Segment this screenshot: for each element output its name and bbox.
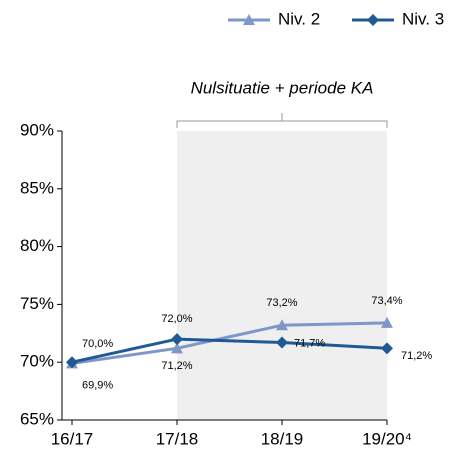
legend-label: Niv. 2: [278, 9, 320, 28]
y-tick-label: 65%: [20, 409, 54, 428]
y-tick-label: 75%: [20, 294, 54, 313]
data-label: 69,9%: [82, 379, 113, 391]
point-marker: [276, 319, 288, 331]
legend-marker: [367, 14, 379, 26]
point-marker: [381, 342, 393, 355]
x-tick-label: 17/18: [156, 429, 199, 448]
period-shade: [177, 131, 387, 420]
annotation: Nulsituatie + periode KA: [191, 78, 374, 97]
point-marker: [381, 316, 393, 328]
data-label: 71,2%: [401, 350, 432, 362]
x-tick-label: 16/17: [51, 429, 94, 448]
point-marker: [66, 356, 78, 369]
y-tick-label: 70%: [20, 352, 54, 371]
legend-marker: [243, 14, 255, 25]
x-tick-label: 19/20⁴: [362, 429, 412, 448]
y-tick-label: 85%: [20, 178, 54, 197]
series-line: [71, 337, 388, 364]
point-marker: [171, 333, 183, 346]
period-bracket: [176, 113, 388, 128]
data-label: 71,7%: [294, 337, 325, 349]
y-tick-label: 90%: [20, 120, 54, 139]
series-line: [71, 321, 388, 365]
x-tick-label: 18/19: [261, 429, 304, 448]
data-label: 72,0%: [161, 313, 192, 325]
legend-label: Niv. 3: [402, 9, 444, 28]
point-marker: [171, 342, 183, 354]
data-label: 70,0%: [82, 338, 113, 350]
data-label: 71,2%: [161, 360, 192, 372]
data-label: 73,2%: [266, 297, 297, 309]
y-tick-label: 80%: [20, 236, 54, 255]
point-marker: [276, 336, 288, 349]
data-label: 73,4%: [371, 295, 402, 307]
